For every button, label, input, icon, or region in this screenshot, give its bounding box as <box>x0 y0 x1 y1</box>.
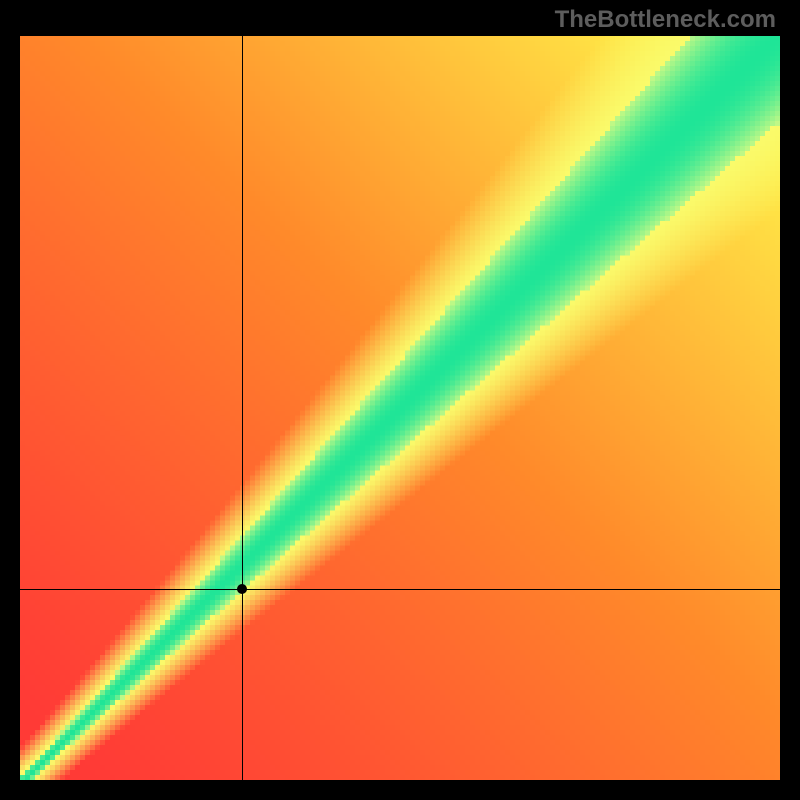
heatmap-canvas <box>20 36 780 780</box>
watermark-text: TheBottleneck.com <box>555 6 776 34</box>
crosshair-horizontal <box>20 589 780 590</box>
crosshair-vertical <box>242 36 243 780</box>
heatmap-plot <box>20 36 780 780</box>
crosshair-dot <box>237 584 247 594</box>
